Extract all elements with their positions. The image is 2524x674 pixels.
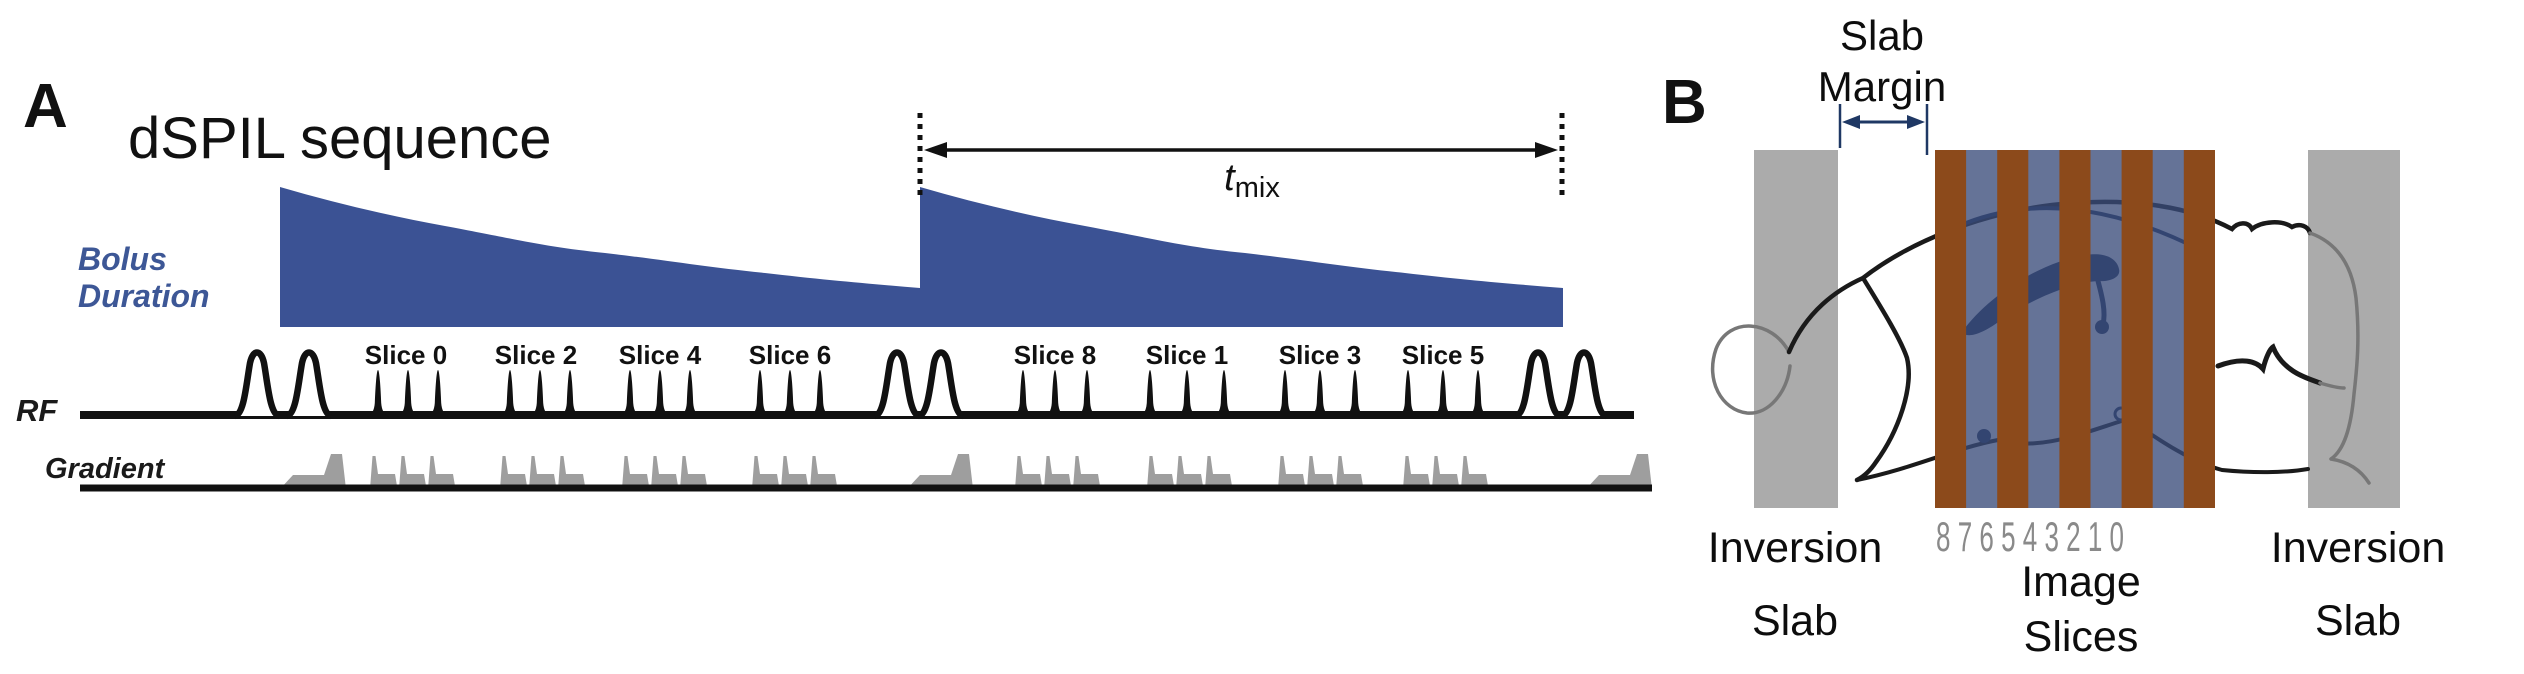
rf-slice-pulse: [1176, 370, 1198, 417]
gradient-slice-group: [1278, 456, 1364, 489]
panel-a: A dSPIL sequence Bolus Duration tmix RF: [16, 72, 1652, 492]
inversion-slab-right-label-line2: Slab: [2315, 597, 2401, 645]
panel-b-label: B: [1662, 68, 1707, 137]
rf-slice-pulse: [779, 370, 801, 417]
slice-label: Slice 5: [1402, 340, 1484, 370]
rf-slice-pulse: [1012, 370, 1034, 417]
rf-slice-pulse: [1139, 370, 1161, 417]
slice-label: Slice 4: [619, 340, 702, 370]
gradient-ramp: [1586, 454, 1652, 489]
inversion-slab-right: [2308, 150, 2400, 508]
rf-inversion-pulse: [1516, 353, 1560, 417]
rf-slice-pulse: [1044, 370, 1066, 417]
panel-a-label: A: [23, 72, 68, 141]
image-slices-brown-stripes: [1935, 150, 2215, 508]
slice-numbers: 8 7 6 5 4 3 2 1 0: [1936, 513, 2124, 560]
panel-a-title: dSPIL sequence: [128, 106, 552, 171]
brain-olfactory-bulb: [1710, 324, 1792, 415]
gradient-ramp: [280, 454, 346, 489]
gradient-slice-group: [500, 456, 586, 489]
rf-slice-pulse: [499, 370, 521, 417]
inversion-slab-left-label-line1: Inversion: [1708, 524, 1882, 572]
rf-inversion-pulse: [1562, 353, 1606, 417]
rf-row-label: RF: [16, 393, 58, 428]
bolus-curve-second: [920, 187, 1563, 327]
slab-margin-label-line2: Margin: [1818, 63, 1946, 110]
slab-margin-arrow: [1838, 104, 1929, 155]
tmix-label: tmix: [1224, 157, 1280, 204]
image-slice-stripe: [2183, 150, 2215, 508]
image-slice-stripe: [2121, 150, 2153, 508]
slice-label: Slice 0: [365, 340, 447, 370]
rf-inversion-pulse: [235, 353, 279, 417]
rf-slice-pulse: [559, 370, 581, 417]
rf-slice-pulse: [367, 370, 389, 417]
inversion-slab-left-label-line2: Slab: [1752, 597, 1838, 645]
gradient-slice-group: [1147, 456, 1233, 489]
image-slice-stripe: [2059, 150, 2091, 508]
rf-slice-pulse: [1076, 370, 1098, 417]
rf-slice-pulse: [1274, 370, 1296, 417]
inversion-slab-right-label-line1: Inversion: [2271, 524, 2445, 572]
rf-slice-pulse: [1467, 370, 1489, 417]
panel-b: B Sl: [1662, 12, 2445, 661]
gradient-slice-group: [752, 456, 838, 489]
slice-labels: Slice 0 Slice 2 Slice 4 Slice 6 Slice 8 …: [365, 340, 1484, 370]
rf-slice-pulse: [649, 370, 671, 417]
gradient-slice-group: [622, 456, 708, 489]
slice-label: Slice 8: [1014, 340, 1096, 370]
slice-label: Slice 2: [495, 340, 577, 370]
bolus-label-line2: Duration: [78, 278, 210, 314]
gradient-slice-group: [1015, 456, 1101, 489]
rf-slice-pulse: [1213, 370, 1235, 417]
rf-slice-pulse: [1432, 370, 1454, 417]
image-slice-stripe: [1935, 150, 1967, 508]
bolus-curve-first: [280, 187, 920, 327]
rf-slice-pulse: [619, 370, 641, 417]
rf-slice-pulse: [397, 370, 419, 417]
rf-slice-pulse: [427, 370, 449, 417]
rf-slice-pulse: [679, 370, 701, 417]
gradient-row-label: Gradient: [45, 453, 166, 485]
rf-slice-pulse: [529, 370, 551, 417]
rf-inversion-pulse: [287, 353, 331, 417]
rf-slice-pulse: [1309, 370, 1331, 417]
image-slices-label-line1: Image: [2021, 558, 2141, 606]
gradient-slice-group: [370, 456, 456, 489]
gradient-waveform: [280, 454, 1652, 489]
bolus-label-line1: Bolus: [78, 241, 167, 277]
tmix-arrow: [924, 142, 1558, 158]
rf-slice-pulse: [1344, 370, 1366, 417]
brain-right-outline: [2308, 231, 2371, 485]
slice-label: Slice 1: [1146, 340, 1228, 370]
image-slice-stripe: [1997, 150, 2029, 508]
slice-label: Slice 6: [749, 340, 831, 370]
rf-inversion-pulse: [875, 353, 919, 417]
brain-jaw-line: [1854, 275, 1911, 483]
gradient-ramp: [907, 454, 973, 489]
rf-slice-pulse: [1397, 370, 1419, 417]
rf-inversion-pulse: [919, 353, 963, 417]
brain-brainstem-line: [2215, 343, 2323, 386]
gradient-slice-group: [1403, 456, 1489, 489]
image-slices-label-line2: Slices: [2024, 613, 2139, 661]
slice-label: Slice 3: [1279, 340, 1361, 370]
slab-margin-label-line1: Slab: [1840, 12, 1924, 59]
rf-slice-pulse: [809, 370, 831, 417]
rf-slice-pulse: [749, 370, 771, 417]
